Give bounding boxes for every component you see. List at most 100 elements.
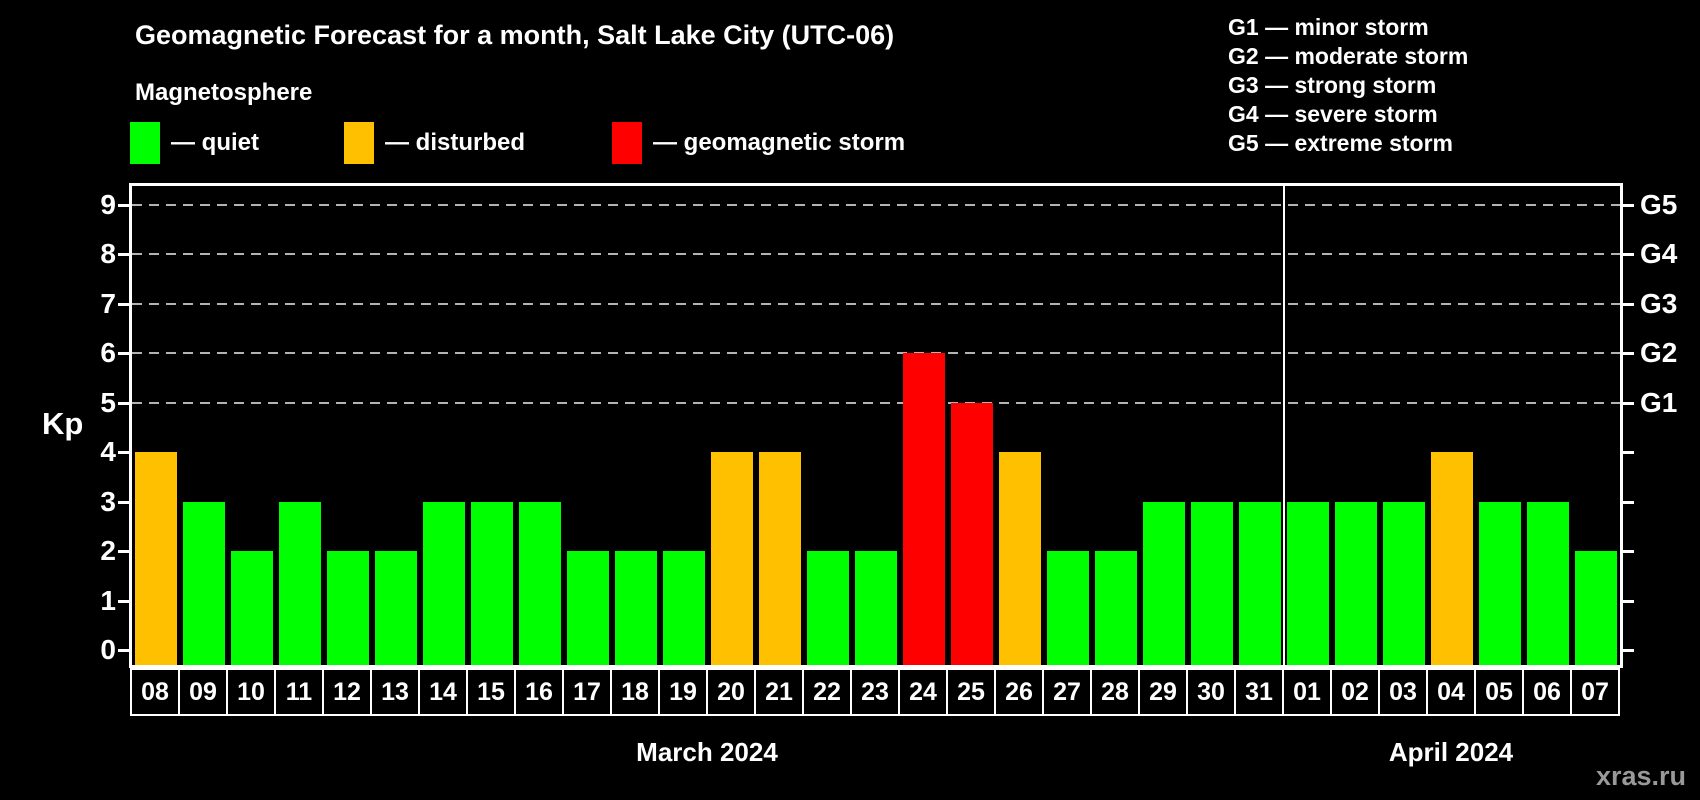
left-tick-kp1 xyxy=(118,599,129,603)
g4-legend-line: G4 — severe storm xyxy=(1228,101,1438,127)
y-tick-label-0: 0 xyxy=(100,634,116,665)
kp-bar-mar-11[interactable] xyxy=(279,501,321,665)
kp-bar-mar-21[interactable] xyxy=(759,452,801,665)
legend-item-disturbed: — disturbed xyxy=(344,120,525,166)
date-cell-mar-19: 19 xyxy=(658,668,706,716)
right-tick-kp0 xyxy=(1623,649,1634,652)
date-cell-mar-17: 17 xyxy=(562,668,610,716)
date-cell-apr-02: 02 xyxy=(1330,668,1378,716)
kp-bar-mar-23[interactable] xyxy=(855,551,897,665)
kp-bar-apr-05[interactable] xyxy=(1479,501,1521,665)
kp-bar-mar-22[interactable] xyxy=(807,551,849,665)
g2-legend-line: G2 — moderate storm xyxy=(1228,43,1469,69)
left-tick-kp2 xyxy=(118,550,129,553)
bars-layer xyxy=(132,186,1620,665)
kp-bar-mar-18[interactable] xyxy=(615,551,657,665)
kp-bar-mar-16[interactable] xyxy=(519,501,561,665)
gridline-kp9 xyxy=(132,203,1620,206)
kp-bar-apr-04[interactable] xyxy=(1431,452,1473,665)
kp-bar-mar-13[interactable] xyxy=(375,551,417,665)
xras-watermark-link[interactable]: xras.ru xyxy=(1595,761,1686,791)
right-tick-kp6 xyxy=(1623,352,1634,355)
y-tick-label-1: 1 xyxy=(100,584,116,616)
right-axis-label-g2: G2 xyxy=(1640,337,1678,368)
chart-title: Geomagnetic Forecast for a month, Salt L… xyxy=(135,20,895,50)
gridline-kp6 xyxy=(132,352,1620,354)
legend-quiet-label: — quiet xyxy=(171,129,259,156)
date-cell-mar-08: 08 xyxy=(130,668,178,716)
left-tick-kp9 xyxy=(118,203,129,207)
y-tick-label-4: 4 xyxy=(100,436,116,467)
date-cell-apr-01: 01 xyxy=(1282,668,1330,716)
left-tick-kp5 xyxy=(118,401,129,405)
gridline-kp7 xyxy=(132,302,1620,305)
kp-bar-mar-08[interactable] xyxy=(135,452,177,665)
date-cell-mar-20: 20 xyxy=(706,668,754,716)
kp-bar-apr-07[interactable] xyxy=(1575,551,1617,665)
kp-bar-apr-06[interactable] xyxy=(1527,501,1569,665)
kp-bar-mar-28[interactable] xyxy=(1095,551,1137,665)
date-cell-mar-18: 18 xyxy=(610,668,658,716)
date-cell-mar-12: 12 xyxy=(322,668,370,716)
right-tick-kp2 xyxy=(1623,550,1634,553)
right-tick-kp4 xyxy=(1623,451,1634,454)
kp-bar-apr-03[interactable] xyxy=(1383,501,1425,665)
kp-bar-mar-27[interactable] xyxy=(1047,551,1089,665)
date-cell-mar-21: 21 xyxy=(754,668,802,716)
kp-bar-mar-29[interactable] xyxy=(1143,501,1185,665)
date-cell-mar-15: 15 xyxy=(466,668,514,716)
right-axis-label-g5: G5 xyxy=(1640,188,1678,220)
kp-bar-mar-09[interactable] xyxy=(183,501,225,665)
date-cell-mar-09: 09 xyxy=(178,668,226,716)
kp-bar-mar-17[interactable] xyxy=(567,551,609,665)
kp-bar-mar-24[interactable] xyxy=(903,353,945,665)
kp-bar-mar-26[interactable] xyxy=(999,452,1041,665)
right-tick-kp1 xyxy=(1623,599,1634,603)
storm-color-swatch xyxy=(612,122,642,164)
y-tick-label-9: 9 xyxy=(100,188,116,220)
chart-subtitle: Magnetosphere xyxy=(135,79,313,106)
date-cell-mar-23: 23 xyxy=(850,668,898,716)
date-cell-mar-10: 10 xyxy=(226,668,274,716)
date-cell-mar-30: 30 xyxy=(1186,668,1234,716)
right-tick-kp3 xyxy=(1623,500,1634,504)
date-cell-apr-03: 03 xyxy=(1378,668,1426,716)
y-axis-label: Kp xyxy=(42,406,84,441)
right-axis-label-g1: G1 xyxy=(1640,386,1678,418)
kp-bar-mar-10[interactable] xyxy=(231,551,273,665)
gridline-kp5 xyxy=(132,401,1620,404)
month-label-april: April 2024 xyxy=(1388,737,1514,767)
legend-disturbed-label: — disturbed xyxy=(385,129,526,156)
kp-bar-mar-20[interactable] xyxy=(711,452,753,665)
plot-area xyxy=(129,183,1623,668)
date-cell-mar-25: 25 xyxy=(946,668,994,716)
left-tick-kp3 xyxy=(118,500,129,504)
month-label-march: March 2024 xyxy=(636,737,778,767)
kp-bar-apr-02[interactable] xyxy=(1335,501,1377,665)
date-cell-mar-16: 16 xyxy=(514,668,562,716)
g5-legend-line: G5 — extreme storm xyxy=(1228,130,1453,156)
kp-bar-mar-31[interactable] xyxy=(1239,501,1281,665)
kp-bar-mar-30[interactable] xyxy=(1191,501,1233,665)
right-tick-kp5 xyxy=(1623,401,1634,405)
kp-bar-mar-19[interactable] xyxy=(663,551,705,665)
kp-bar-mar-14[interactable] xyxy=(423,501,465,665)
kp-bar-mar-12[interactable] xyxy=(327,551,369,665)
date-cell-mar-27: 27 xyxy=(1042,668,1090,716)
kp-bar-mar-15[interactable] xyxy=(471,501,513,665)
date-cell-mar-31: 31 xyxy=(1234,668,1282,716)
right-axis-label-g4: G4 xyxy=(1640,238,1678,269)
date-cell-apr-05: 05 xyxy=(1474,668,1522,716)
y-tick-label-2: 2 xyxy=(100,535,116,566)
kp-bar-apr-01[interactable] xyxy=(1287,501,1329,665)
left-tick-kp8 xyxy=(118,253,129,256)
legend-item-storm: — geomagnetic storm xyxy=(612,120,905,166)
y-tick-label-7: 7 xyxy=(100,287,116,319)
gridlines-layer xyxy=(132,186,1620,665)
date-cell-mar-29: 29 xyxy=(1138,668,1186,716)
kp-bar-mar-25[interactable] xyxy=(951,402,993,665)
left-tick-kp4 xyxy=(118,451,129,454)
date-cell-mar-11: 11 xyxy=(274,668,322,716)
legend-item-quiet: — quiet xyxy=(130,120,259,166)
